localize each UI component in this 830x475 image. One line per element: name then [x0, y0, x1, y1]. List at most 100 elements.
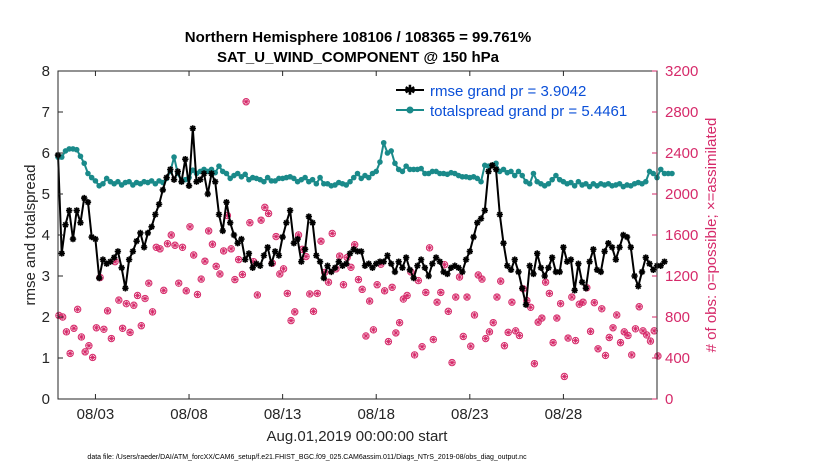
- obs-assimilated-cross: [576, 301, 582, 307]
- obs-assimilated-cross: [258, 217, 264, 223]
- obs-possible-circle: [107, 334, 116, 343]
- obs-marker: [654, 352, 662, 360]
- totalspread-point: [100, 180, 106, 187]
- rmse-point: [320, 274, 328, 282]
- obs-possible-circle: [534, 318, 542, 326]
- obs-possible-circle: [598, 305, 606, 313]
- obs-possible-circle: [182, 287, 190, 295]
- rmse-point: [466, 248, 474, 255]
- obs-assimilated-cross: [142, 295, 148, 302]
- rmse-point: [369, 264, 376, 271]
- obs-assimilated-cross: [90, 354, 96, 361]
- rmse-point: [301, 246, 309, 253]
- obs-assimilated-cross: [198, 276, 204, 282]
- obs-assimilated-cross: [382, 288, 388, 294]
- rmse-point: [534, 250, 541, 257]
- y-axis-left-ticks: 0 1 2 3 4 5 6 7 8: [42, 63, 63, 408]
- obs-marker: [639, 327, 647, 335]
- obs-assimilated-cross: [621, 329, 627, 335]
- rmse-point: [290, 240, 298, 247]
- obs-possible-circle: [425, 244, 434, 252]
- obs-possible-circle: [444, 307, 452, 316]
- rmse-point: [227, 219, 234, 226]
- totalspread-point: [208, 166, 215, 173]
- obs-marker: [571, 336, 580, 345]
- y-right-tick-label: 2400: [665, 145, 698, 162]
- obs-assimilated-cross: [389, 284, 395, 290]
- rmse-point: [358, 248, 365, 255]
- obs-assimilated-cross: [505, 329, 511, 335]
- obs-possible-circle: [242, 98, 250, 106]
- rmse-point: [193, 178, 200, 185]
- obs-assimilated-cross: [419, 344, 425, 350]
- obs-assimilated-cross: [595, 346, 601, 352]
- rmse-point: [313, 252, 320, 259]
- rmse-point: [137, 229, 144, 237]
- obs-assimilated-cross: [75, 306, 81, 312]
- obs-assimilated-cross: [318, 238, 324, 244]
- obs-assimilated-cross: [453, 294, 459, 300]
- totalspread-point: [519, 172, 526, 179]
- obs-possible-circle: [317, 237, 325, 245]
- obs-assimilated-cross: [591, 300, 597, 306]
- obs-possible-circle: [208, 240, 217, 248]
- rmse-point: [511, 256, 518, 263]
- obs-marker: [452, 293, 460, 301]
- obs-assimilated-cross: [243, 99, 249, 105]
- rmse-point: [148, 223, 155, 230]
- rmse-point: [496, 211, 503, 218]
- obs-possible-circle: [227, 245, 235, 253]
- obs-possible-circle: [448, 358, 456, 367]
- obs-marker: [276, 270, 284, 278]
- rmse-point: [447, 264, 455, 271]
- rmse-point: [354, 248, 361, 255]
- totalspread-point: [515, 168, 522, 175]
- obs-possible-circle: [575, 300, 584, 308]
- obs-assimilated-cross: [232, 276, 238, 283]
- rmse-point: [571, 287, 578, 294]
- obs-assimilated-cross: [108, 335, 114, 342]
- totalspread-point: [85, 170, 91, 177]
- obs-marker: [392, 329, 400, 337]
- obs-possible-circle: [489, 318, 497, 327]
- obs-assimilated-cross: [164, 241, 171, 247]
- obs-possible-circle: [605, 333, 613, 342]
- x-tick-label: 08/08: [170, 406, 208, 423]
- obs-possible-circle: [639, 327, 647, 335]
- obs-marker: [500, 342, 509, 350]
- rmse-series: [54, 125, 668, 308]
- obs-marker: [182, 287, 190, 295]
- obs-marker: [253, 291, 262, 299]
- obs-assimilated-cross: [438, 289, 444, 295]
- obs-marker: [261, 203, 269, 212]
- obs-marker: [306, 290, 314, 298]
- rmse-point: [481, 207, 488, 214]
- obs-possible-circle: [433, 298, 441, 306]
- y-right-tick-label: 1600: [665, 227, 698, 244]
- rmse-point: [73, 207, 80, 214]
- obs-assimilated-cross: [146, 280, 152, 286]
- rmse-point: [429, 260, 436, 267]
- obs-marker: [422, 288, 430, 297]
- obs-assimilated-cross: [614, 312, 620, 318]
- totalspread-point: [669, 170, 675, 177]
- rmse-point: [118, 264, 125, 271]
- totalspread-point: [171, 154, 177, 160]
- totalspread-point: [388, 148, 394, 154]
- rmse-point: [107, 258, 114, 265]
- obs-possible-circle: [616, 338, 625, 347]
- obs-assimilated-cross: [157, 246, 163, 252]
- rmse-point: [605, 240, 612, 247]
- obs-possible-circle: [365, 297, 374, 305]
- totalspread-point: [92, 178, 99, 184]
- obs-possible-circle: [160, 286, 168, 295]
- obs-marker: [81, 348, 89, 356]
- rmse-point: [421, 264, 429, 271]
- rmse-point: [174, 168, 181, 175]
- y-left-tick-label: 7: [42, 104, 50, 121]
- obs-assimilated-cross: [400, 296, 406, 302]
- obs-possible-circle: [586, 327, 595, 336]
- obs-marker: [160, 286, 168, 295]
- obs-possible-circle: [204, 227, 213, 235]
- obs-assimilated-cross: [56, 312, 62, 319]
